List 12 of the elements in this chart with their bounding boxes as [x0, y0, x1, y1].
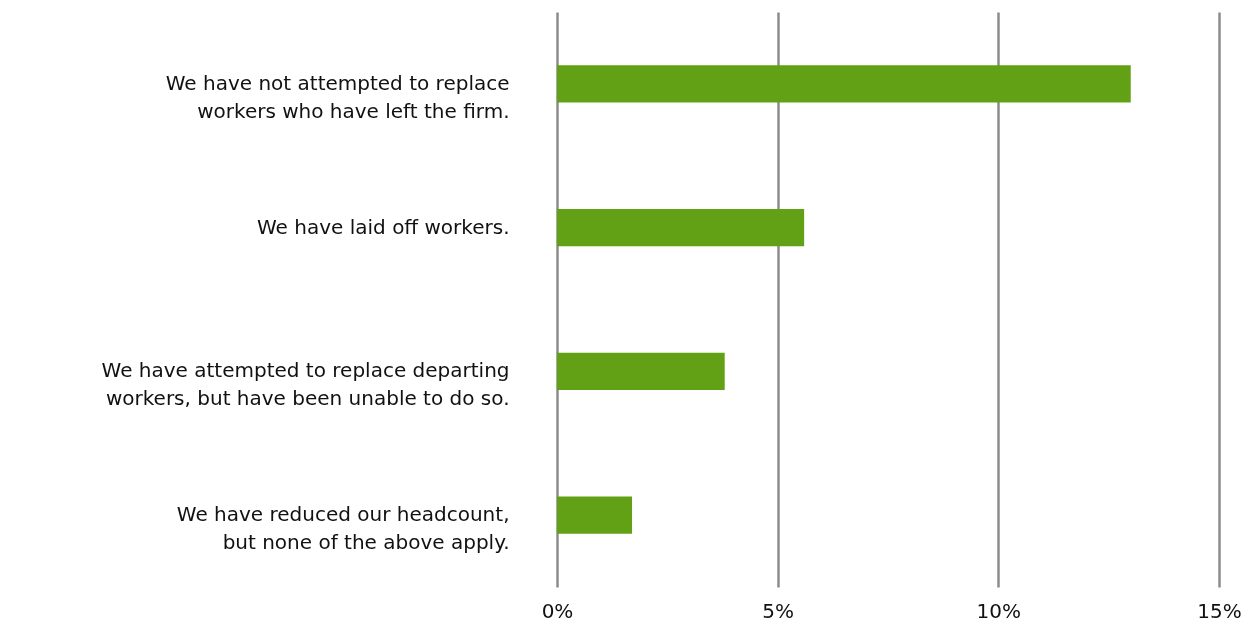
bar: [557, 352, 725, 391]
bar: [557, 65, 1131, 103]
x-tick-label: 10%: [976, 598, 1022, 623]
bar: [557, 208, 805, 247]
x-tick-label: 15%: [1197, 598, 1242, 623]
y-tick-label: We have laid off workers.: [257, 214, 510, 239]
y-tick-label: We have attempted to replace departing workers, but have been unable to do so.: [101, 358, 510, 411]
x-tick-label: 0%: [541, 598, 574, 623]
y-tick-label: We have reduced our headcount, but none of the above apply.: [176, 502, 510, 555]
x-tick-label: 5%: [762, 598, 795, 623]
y-tick-label: We have not attempted to replace workers who have left the firm.: [165, 70, 510, 123]
bar: [557, 496, 633, 534]
